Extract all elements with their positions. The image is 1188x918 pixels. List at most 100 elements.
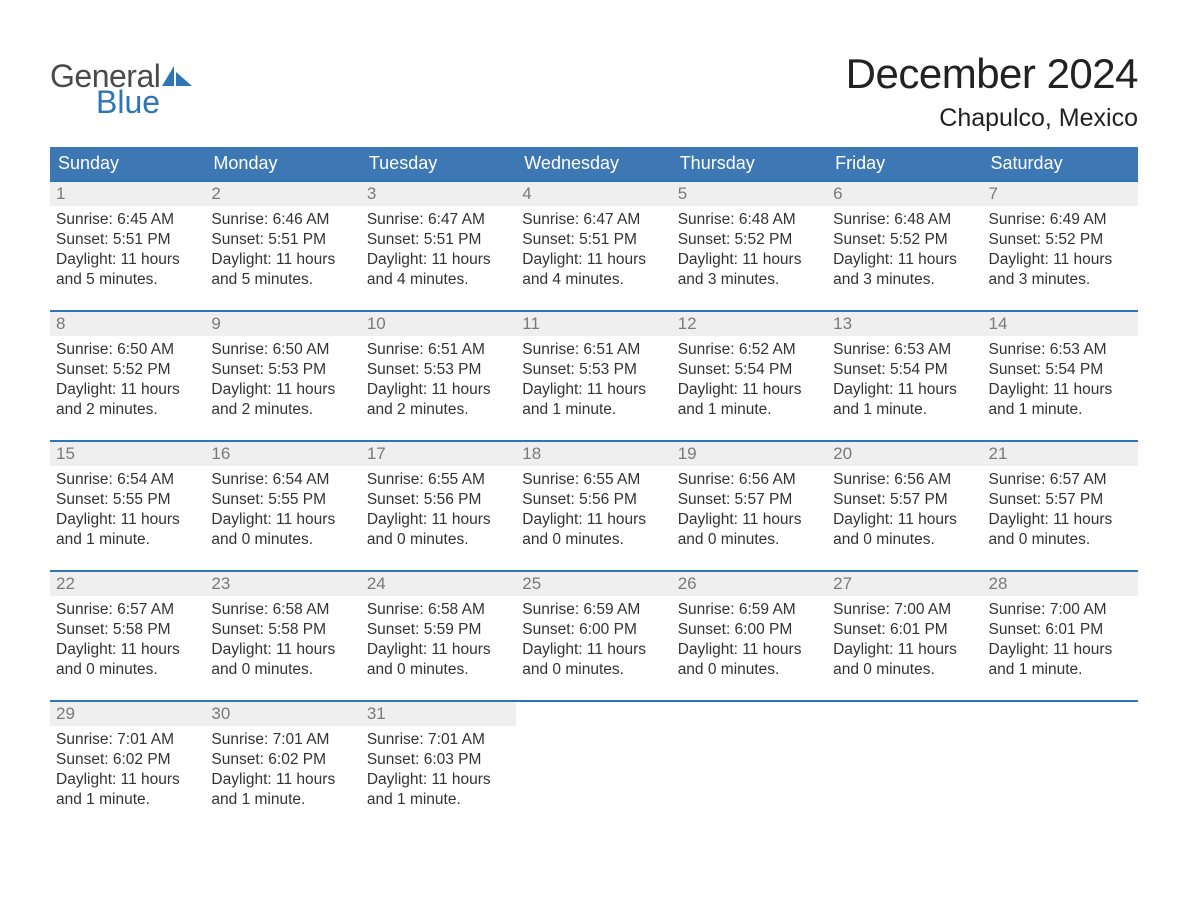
- day-body: Sunrise: 6:54 AMSunset: 5:55 PMDaylight:…: [205, 466, 360, 555]
- sunrise-line: Sunrise: 6:57 AM: [56, 600, 199, 620]
- sunrise-line: Sunrise: 6:45 AM: [56, 210, 199, 230]
- sunset-line: Sunset: 5:52 PM: [56, 360, 199, 380]
- weekday-header: Thursday: [672, 147, 827, 181]
- calendar-cell: 12Sunrise: 6:52 AMSunset: 5:54 PMDayligh…: [672, 311, 827, 441]
- calendar-cell: 24Sunrise: 6:58 AMSunset: 5:59 PMDayligh…: [361, 571, 516, 701]
- sunset-line: Sunset: 5:51 PM: [367, 230, 510, 250]
- daylight-line: Daylight: 11 hours and 0 minutes.: [56, 640, 199, 680]
- month-title: December 2024: [846, 50, 1138, 98]
- calendar-week-row: 8Sunrise: 6:50 AMSunset: 5:52 PMDaylight…: [50, 311, 1138, 441]
- day-number: 24: [361, 572, 516, 596]
- day-number: 2: [205, 182, 360, 206]
- sunset-line: Sunset: 5:53 PM: [367, 360, 510, 380]
- day-number: 7: [983, 182, 1138, 206]
- weekday-header: Sunday: [50, 147, 205, 181]
- location: Chapulco, Mexico: [846, 104, 1138, 133]
- calendar-cell: 22Sunrise: 6:57 AMSunset: 5:58 PMDayligh…: [50, 571, 205, 701]
- day-body: Sunrise: 6:53 AMSunset: 5:54 PMDaylight:…: [983, 336, 1138, 425]
- sunset-line: Sunset: 5:53 PM: [211, 360, 354, 380]
- day-number: 17: [361, 442, 516, 466]
- day-body: Sunrise: 6:58 AMSunset: 5:59 PMDaylight:…: [361, 596, 516, 685]
- daylight-line: Daylight: 11 hours and 1 minute.: [367, 770, 510, 810]
- daylight-line: Daylight: 11 hours and 0 minutes.: [833, 640, 976, 680]
- calendar-cell: 2Sunrise: 6:46 AMSunset: 5:51 PMDaylight…: [205, 181, 360, 311]
- sunset-line: Sunset: 5:54 PM: [833, 360, 976, 380]
- calendar-cell: 10Sunrise: 6:51 AMSunset: 5:53 PMDayligh…: [361, 311, 516, 441]
- sunrise-line: Sunrise: 6:53 AM: [833, 340, 976, 360]
- day-number: 11: [516, 312, 671, 336]
- page: General Blue December 2024 Chapulco, Mex…: [0, 0, 1188, 871]
- calendar-cell: 29Sunrise: 7:01 AMSunset: 6:02 PMDayligh…: [50, 701, 205, 831]
- sunset-line: Sunset: 5:51 PM: [211, 230, 354, 250]
- sunrise-line: Sunrise: 6:58 AM: [211, 600, 354, 620]
- calendar-cell: 16Sunrise: 6:54 AMSunset: 5:55 PMDayligh…: [205, 441, 360, 571]
- daylight-line: Daylight: 11 hours and 1 minute.: [56, 770, 199, 810]
- calendar-cell: 26Sunrise: 6:59 AMSunset: 6:00 PMDayligh…: [672, 571, 827, 701]
- day-number: 19: [672, 442, 827, 466]
- title-block: December 2024 Chapulco, Mexico: [846, 50, 1138, 133]
- daylight-line: Daylight: 11 hours and 4 minutes.: [522, 250, 665, 290]
- day-number: 27: [827, 572, 982, 596]
- sunrise-line: Sunrise: 6:54 AM: [211, 470, 354, 490]
- sunrise-line: Sunrise: 6:50 AM: [211, 340, 354, 360]
- sunrise-line: Sunrise: 6:56 AM: [833, 470, 976, 490]
- day-number: 14: [983, 312, 1138, 336]
- sail-icon: [162, 66, 192, 88]
- calendar-cell: 20Sunrise: 6:56 AMSunset: 5:57 PMDayligh…: [827, 441, 982, 571]
- daylight-line: Daylight: 11 hours and 2 minutes.: [56, 380, 199, 420]
- daylight-line: Daylight: 11 hours and 5 minutes.: [56, 250, 199, 290]
- sunrise-line: Sunrise: 6:47 AM: [367, 210, 510, 230]
- calendar-table: SundayMondayTuesdayWednesdayThursdayFrid…: [50, 147, 1138, 831]
- sunrise-line: Sunrise: 6:48 AM: [678, 210, 821, 230]
- sunrise-line: Sunrise: 6:49 AM: [989, 210, 1132, 230]
- weekday-header: Monday: [205, 147, 360, 181]
- sunrise-line: Sunrise: 6:56 AM: [678, 470, 821, 490]
- sunrise-line: Sunrise: 6:50 AM: [56, 340, 199, 360]
- daylight-line: Daylight: 11 hours and 3 minutes.: [678, 250, 821, 290]
- calendar-cell: 17Sunrise: 6:55 AMSunset: 5:56 PMDayligh…: [361, 441, 516, 571]
- day-body: Sunrise: 6:47 AMSunset: 5:51 PMDaylight:…: [361, 206, 516, 295]
- daylight-line: Daylight: 11 hours and 2 minutes.: [367, 380, 510, 420]
- logo: General Blue: [50, 60, 192, 118]
- day-body: Sunrise: 7:01 AMSunset: 6:02 PMDaylight:…: [205, 726, 360, 815]
- day-number: 28: [983, 572, 1138, 596]
- day-number: 9: [205, 312, 360, 336]
- daylight-line: Daylight: 11 hours and 0 minutes.: [522, 640, 665, 680]
- sunset-line: Sunset: 6:01 PM: [989, 620, 1132, 640]
- day-number: 3: [361, 182, 516, 206]
- daylight-line: Daylight: 11 hours and 0 minutes.: [989, 510, 1132, 550]
- day-number: 18: [516, 442, 671, 466]
- calendar-cell: 13 Sunrise: 6:53 AMSunset: 5:54 PMDayligh…: [827, 311, 982, 441]
- day-body: Sunrise: 6:56 AMSunset: 5:57 PMDaylight:…: [827, 466, 982, 555]
- calendar-cell: 25Sunrise: 6:59 AMSunset: 6:00 PMDayligh…: [516, 571, 671, 701]
- daylight-line: Daylight: 11 hours and 1 minute.: [211, 770, 354, 810]
- calendar-cell: [516, 701, 671, 831]
- daylight-line: Daylight: 11 hours and 1 minute.: [522, 380, 665, 420]
- daylight-line: Daylight: 11 hours and 0 minutes.: [833, 510, 976, 550]
- daylight-line: Daylight: 11 hours and 1 minute.: [833, 380, 976, 420]
- daylight-line: Daylight: 11 hours and 1 minute.: [56, 510, 199, 550]
- daylight-line: Daylight: 11 hours and 0 minutes.: [678, 640, 821, 680]
- calendar-cell: [983, 701, 1138, 831]
- day-body: Sunrise: 6:46 AMSunset: 5:51 PMDaylight:…: [205, 206, 360, 295]
- sunset-line: Sunset: 5:54 PM: [678, 360, 821, 380]
- calendar-cell: 1Sunrise: 6:45 AMSunset: 5:51 PMDaylight…: [50, 181, 205, 311]
- weekday-header-row: SundayMondayTuesdayWednesdayThursdayFrid…: [50, 147, 1138, 181]
- day-body: Sunrise: 7:00 AMSunset: 6:01 PMDaylight:…: [827, 596, 982, 685]
- sunset-line: Sunset: 5:52 PM: [989, 230, 1132, 250]
- sunset-line: Sunset: 5:58 PM: [56, 620, 199, 640]
- calendar-cell: 23Sunrise: 6:58 AMSunset: 5:58 PMDayligh…: [205, 571, 360, 701]
- sunrise-line: Sunrise: 6:55 AM: [367, 470, 510, 490]
- calendar-week-row: 22Sunrise: 6:57 AMSunset: 5:58 PMDayligh…: [50, 571, 1138, 701]
- day-body: Sunrise: 6:50 AMSunset: 5:53 PMDaylight:…: [205, 336, 360, 425]
- calendar-cell: [827, 701, 982, 831]
- day-number: 13: [827, 312, 982, 336]
- day-body: Sunrise: 6:48 AMSunset: 5:52 PMDaylight:…: [672, 206, 827, 295]
- weekday-header: Saturday: [983, 147, 1138, 181]
- daylight-line: Daylight: 11 hours and 0 minutes.: [678, 510, 821, 550]
- day-body: Sunrise: 6:51 AMSunset: 5:53 PMDaylight:…: [361, 336, 516, 425]
- daylight-line: Daylight: 11 hours and 4 minutes.: [367, 250, 510, 290]
- day-body: Sunrise: 6:59 AMSunset: 6:00 PMDaylight:…: [516, 596, 671, 685]
- calendar-cell: 19Sunrise: 6:56 AMSunset: 5:57 PMDayligh…: [672, 441, 827, 571]
- daylight-line: Daylight: 11 hours and 0 minutes.: [367, 640, 510, 680]
